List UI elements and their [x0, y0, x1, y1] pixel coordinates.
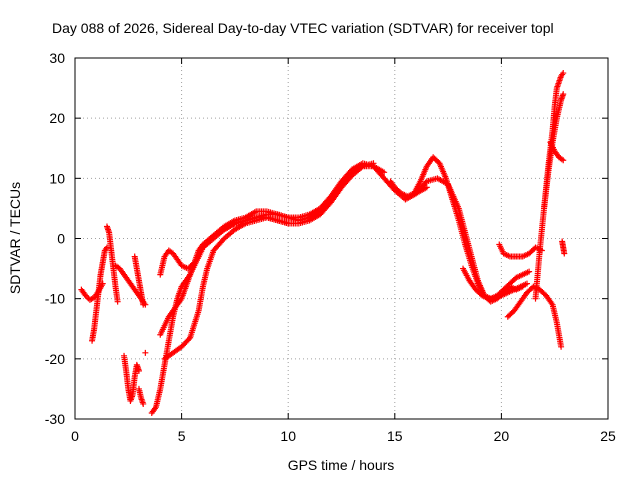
data-point [523, 280, 530, 287]
x-axis-title: GPS time / hours [288, 457, 395, 473]
plot-frame [74, 57, 609, 420]
data-point [558, 343, 565, 350]
data-point [560, 91, 567, 98]
x-tick-label: 25 [600, 428, 616, 444]
x-tick-label: 20 [494, 428, 510, 444]
y-tick-label: 10 [49, 170, 65, 186]
data-point [185, 336, 192, 343]
data-point [347, 173, 354, 180]
data-point [285, 220, 292, 227]
data-point [140, 301, 147, 308]
axis-ticks: 0 5 10 15 20 25 -30 -20 -10 0 10 20 30 [45, 50, 616, 444]
data-point [114, 298, 121, 305]
data-point [423, 184, 430, 191]
data-point [560, 70, 567, 77]
data-point [140, 400, 147, 407]
data-point [135, 367, 142, 374]
data-point [103, 244, 110, 251]
data-point [220, 236, 227, 243]
data-point [560, 157, 567, 164]
y-tick-label: 20 [49, 110, 65, 126]
x-tick-label: 10 [280, 428, 296, 444]
x-tick-label: 15 [387, 428, 403, 444]
y-tick-label: 0 [57, 231, 65, 247]
chart-title: Day 088 of 2026, Sidereal Day-to-day VTE… [52, 20, 554, 36]
x-tick-label: 0 [71, 428, 79, 444]
data-point [142, 349, 149, 356]
grid [75, 58, 608, 419]
data-point [381, 169, 388, 176]
y-tick-label: 30 [49, 50, 65, 66]
x-tick-label: 5 [178, 428, 186, 444]
data-points [78, 70, 568, 416]
y-tick-label: -30 [45, 411, 65, 427]
y-tick-label: -20 [45, 351, 65, 367]
y-tick-label: -10 [45, 291, 65, 307]
data-point [370, 160, 377, 167]
data-point [561, 250, 568, 257]
y-axis-title: SDTVAR / TECUs [7, 182, 23, 294]
data-point [526, 268, 533, 275]
